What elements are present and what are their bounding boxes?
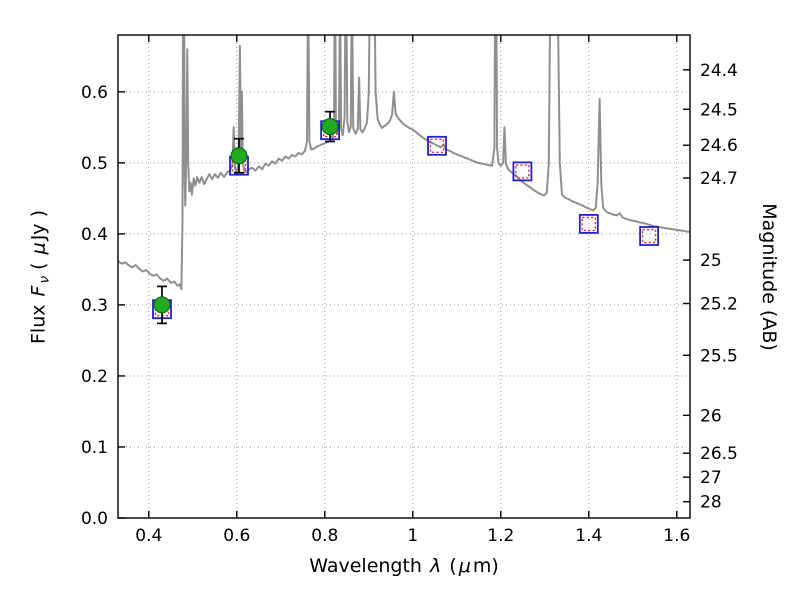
model-square-outer bbox=[639, 226, 659, 246]
magnitude-tick-label: 24.5 bbox=[700, 100, 738, 120]
x-tick-label: 0.6 bbox=[223, 526, 250, 546]
flux-label-text: Flux bbox=[27, 298, 50, 345]
model-square-inner bbox=[641, 228, 657, 244]
model-square-inner bbox=[429, 138, 445, 154]
y-tick-label: 0.4 bbox=[81, 225, 108, 245]
mu-symbol: μ bbox=[27, 242, 50, 255]
axis-tick-labels: 0.4 0.6 0.8 1 1.2 1.4 1.6 0.0 0.1 0.2 0.3 0.4 0.5 0.6… bbox=[81, 61, 738, 546]
x-tick-label: 0.8 bbox=[311, 526, 338, 546]
magnitude-tick-label: 24.4 bbox=[700, 61, 738, 81]
observed-point bbox=[230, 147, 248, 165]
model-square-outer bbox=[427, 135, 447, 156]
x-tick-label: 1.6 bbox=[663, 526, 690, 546]
grid-lines bbox=[118, 35, 690, 518]
y-tick-label: 0.5 bbox=[81, 154, 108, 174]
model-square-outer bbox=[578, 213, 599, 234]
y-tick-label: 0.6 bbox=[81, 83, 108, 103]
observed-point bbox=[153, 296, 171, 314]
model-square-inner bbox=[581, 216, 596, 232]
model-square-outer bbox=[512, 161, 533, 182]
x-tick-label: 1.4 bbox=[575, 526, 602, 546]
plot-border bbox=[117, 34, 691, 519]
magnitude-tick-label: 25 bbox=[700, 251, 722, 271]
x-tick-label: 1 bbox=[407, 526, 418, 546]
y-tick-label: 0.0 bbox=[81, 509, 108, 529]
axis-ticks bbox=[118, 35, 690, 519]
x-axis-label: Wavelength λ (μ m) bbox=[309, 555, 499, 577]
x-tick-label: 1.2 bbox=[487, 526, 514, 546]
magnitude-tick-label: 28 bbox=[700, 493, 722, 513]
y-tick-label: 0.3 bbox=[81, 296, 108, 316]
magnitude-tick-label: 25.5 bbox=[700, 346, 738, 366]
right-axis-label: Magnitude (AB) bbox=[758, 203, 780, 351]
magnitude-tick-label: 26 bbox=[700, 406, 722, 426]
mu-symbol: μ bbox=[458, 555, 471, 577]
magnitude-tick-label: 25.2 bbox=[700, 294, 738, 314]
left-axis-label: Flux Fν ( μJy ) bbox=[27, 209, 53, 345]
magnitude-tick-label: 26.5 bbox=[700, 444, 738, 464]
y-tick-label: 0.1 bbox=[81, 438, 108, 458]
y-tick-label: 0.2 bbox=[81, 367, 108, 387]
lambda-symbol: λ bbox=[430, 555, 442, 577]
magnitude-tick-label: 24.7 bbox=[700, 169, 738, 189]
observed-point bbox=[321, 118, 339, 136]
spectrum-line bbox=[118, 35, 690, 291]
observed-photometry-points bbox=[153, 110, 339, 325]
model-square-inner bbox=[515, 164, 530, 179]
x-axis-label-text: Wavelength bbox=[309, 555, 429, 577]
nu-subscript: ν bbox=[36, 275, 53, 284]
magnitude-tick-label: 24.6 bbox=[700, 136, 738, 156]
flux-symbol: F bbox=[27, 285, 50, 297]
magnitude-tick-label: 27 bbox=[700, 468, 722, 488]
x-tick-label: 0.4 bbox=[135, 526, 162, 546]
